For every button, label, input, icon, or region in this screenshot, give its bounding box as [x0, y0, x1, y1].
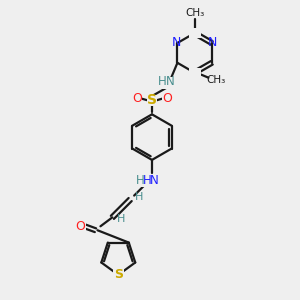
- Bar: [162, 94, 172, 103]
- Text: S: S: [147, 94, 157, 107]
- Text: H: H: [117, 214, 125, 224]
- Text: O: O: [132, 92, 142, 105]
- Text: N: N: [208, 37, 218, 50]
- Text: H: H: [143, 174, 152, 187]
- Bar: [189, 28, 200, 38]
- Bar: [156, 77, 174, 88]
- Text: CH₃: CH₃: [185, 8, 204, 18]
- Text: S: S: [114, 268, 123, 281]
- Bar: [132, 94, 142, 103]
- Text: H: H: [158, 75, 166, 88]
- Bar: [146, 95, 158, 106]
- Text: N: N: [172, 37, 181, 50]
- Text: N: N: [150, 174, 158, 187]
- Text: CH₃: CH₃: [207, 75, 226, 85]
- Bar: [113, 269, 124, 280]
- Bar: [189, 68, 200, 78]
- Text: N: N: [165, 75, 174, 88]
- Bar: [141, 175, 163, 187]
- Text: O: O: [76, 220, 85, 233]
- Text: H: H: [135, 192, 143, 202]
- Text: H: H: [136, 174, 145, 187]
- Text: O: O: [162, 92, 172, 105]
- Bar: [76, 221, 85, 231]
